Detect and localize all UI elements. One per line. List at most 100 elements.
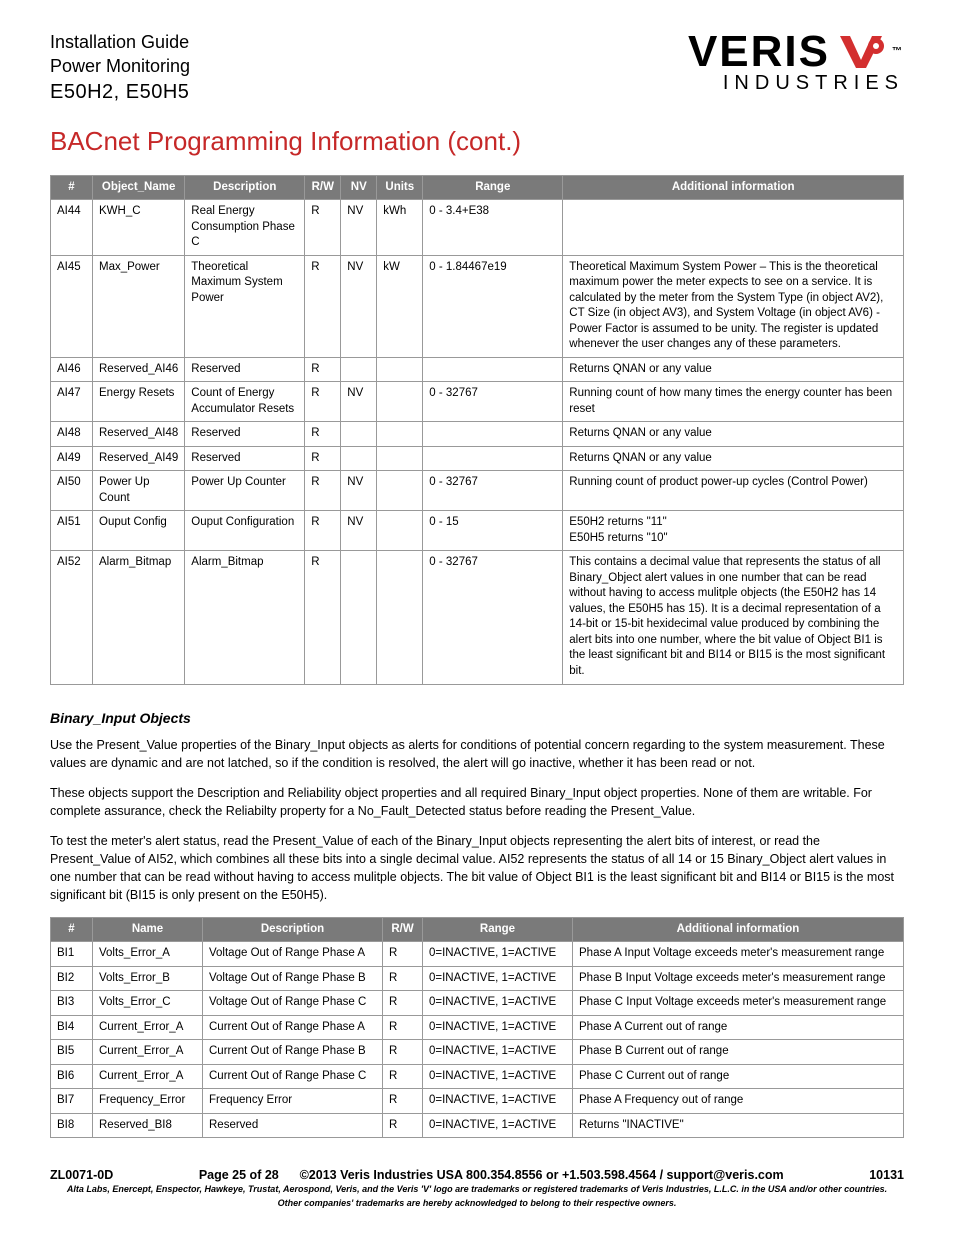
table-cell: R bbox=[383, 1064, 423, 1089]
table-row: BI5Current_Error_ACurrent Out of Range P… bbox=[51, 1040, 904, 1065]
th-rw: R/W bbox=[305, 175, 341, 200]
th-info: Additional information bbox=[573, 917, 904, 942]
table-cell: Reserved bbox=[185, 446, 305, 471]
table-cell: Current_Error_A bbox=[93, 1040, 203, 1065]
table-cell: 0=INACTIVE, 1=ACTIVE bbox=[423, 1040, 573, 1065]
table-cell bbox=[377, 446, 423, 471]
binary-p3: To test the meter's alert status, read t… bbox=[50, 832, 904, 905]
table-cell: R bbox=[305, 422, 341, 447]
table-cell: AI50 bbox=[51, 471, 93, 511]
table-cell: 0=INACTIVE, 1=ACTIVE bbox=[423, 991, 573, 1016]
th-info: Additional information bbox=[563, 175, 904, 200]
table-cell: Frequency_Error bbox=[93, 1089, 203, 1114]
table-cell: NV bbox=[341, 255, 377, 357]
table-cell: R bbox=[383, 1113, 423, 1138]
table-cell: Energy Resets bbox=[93, 382, 185, 422]
table-cell: Real Energy Consumption Phase C bbox=[185, 200, 305, 256]
table-cell: Frequency Error bbox=[203, 1089, 383, 1114]
th-name: Object_Name bbox=[93, 175, 185, 200]
table-cell: Alarm_Bitmap bbox=[185, 551, 305, 684]
footer-page: Page 25 of 28 bbox=[199, 1168, 279, 1182]
table-cell bbox=[341, 357, 377, 382]
footer-tm2: Other companies' trademarks are hereby a… bbox=[50, 1198, 904, 1210]
table-cell: Power Up Count bbox=[93, 471, 185, 511]
table-cell: Current_Error_A bbox=[93, 1064, 203, 1089]
table-cell: Phase C Current out of range bbox=[573, 1064, 904, 1089]
table-cell bbox=[423, 422, 563, 447]
table-cell: R bbox=[383, 1015, 423, 1040]
table-row: AI50Power Up CountPower Up CounterRNV0 -… bbox=[51, 471, 904, 511]
table-cell: Volts_Error_B bbox=[93, 966, 203, 991]
header-line1: Installation Guide bbox=[50, 30, 190, 54]
table-row: BI1Volts_Error_AVoltage Out of Range Pha… bbox=[51, 942, 904, 967]
table-cell: Count of Energy Accumulator Resets bbox=[185, 382, 305, 422]
table-cell: NV bbox=[341, 382, 377, 422]
th-rw: R/W bbox=[383, 917, 423, 942]
table-cell bbox=[423, 446, 563, 471]
table-row: AI46Reserved_AI46ReservedRReturns QNAN o… bbox=[51, 357, 904, 382]
table-cell bbox=[341, 422, 377, 447]
table-cell: Returns QNAN or any value bbox=[563, 357, 904, 382]
header-line2: Power Monitoring bbox=[50, 54, 190, 78]
table-cell bbox=[563, 200, 904, 256]
table-cell: BI5 bbox=[51, 1040, 93, 1065]
table-cell: Voltage Out of Range Phase B bbox=[203, 966, 383, 991]
table-cell: R bbox=[305, 255, 341, 357]
header-left: Installation Guide Power Monitoring E50H… bbox=[50, 30, 190, 106]
table-cell: R bbox=[305, 200, 341, 256]
table-row: AI52Alarm_BitmapAlarm_BitmapR0 - 32767Th… bbox=[51, 551, 904, 684]
table-cell: E50H2 returns "11" E50H5 returns "10" bbox=[563, 511, 904, 551]
table-cell bbox=[377, 551, 423, 684]
table-cell: Theoretical Maximum System Power bbox=[185, 255, 305, 357]
table-cell: AI47 bbox=[51, 382, 93, 422]
table-cell bbox=[377, 382, 423, 422]
binary-input-heading: Binary_Input Objects bbox=[50, 710, 904, 726]
table-cell: BI8 bbox=[51, 1113, 93, 1138]
table-cell: 0 - 1.84467e19 bbox=[423, 255, 563, 357]
footer-code: 10131 bbox=[869, 1168, 904, 1182]
table-cell: 0 - 15 bbox=[423, 511, 563, 551]
table-cell: R bbox=[383, 966, 423, 991]
table-cell: BI6 bbox=[51, 1064, 93, 1089]
table-cell: Reserved bbox=[185, 422, 305, 447]
table-row: AI45Max_PowerTheoretical Maximum System … bbox=[51, 255, 904, 357]
table-cell: BI7 bbox=[51, 1089, 93, 1114]
footer-line1: ZL0071-0D Page 25 of 28 ©2013 Veris Indu… bbox=[50, 1168, 904, 1182]
th-units: Units bbox=[377, 175, 423, 200]
table-cell: 0 - 32767 bbox=[423, 382, 563, 422]
table-cell: BI1 bbox=[51, 942, 93, 967]
table-cell: Phase A Frequency out of range bbox=[573, 1089, 904, 1114]
th-desc: Description bbox=[185, 175, 305, 200]
table-cell: Reserved bbox=[203, 1113, 383, 1138]
table-cell: BI4 bbox=[51, 1015, 93, 1040]
table-cell: 0=INACTIVE, 1=ACTIVE bbox=[423, 1015, 573, 1040]
logo-v-icon bbox=[838, 32, 888, 72]
table-cell: Reserved_BI8 bbox=[93, 1113, 203, 1138]
logo-text: VERIS bbox=[688, 30, 830, 74]
table-cell: Reserved_AI49 bbox=[93, 446, 185, 471]
table-cell: AI48 bbox=[51, 422, 93, 447]
table-cell bbox=[377, 357, 423, 382]
table-cell: Max_Power bbox=[93, 255, 185, 357]
table-cell: AI51 bbox=[51, 511, 93, 551]
table-row: BI6Current_Error_ACurrent Out of Range P… bbox=[51, 1064, 904, 1089]
table-cell: Current_Error_A bbox=[93, 1015, 203, 1040]
logo-bottom: INDUSTRIES bbox=[723, 72, 904, 95]
table-cell: Alarm_Bitmap bbox=[93, 551, 185, 684]
table-cell: R bbox=[383, 942, 423, 967]
binary-p2: These objects support the Description an… bbox=[50, 784, 904, 820]
table-cell: R bbox=[305, 551, 341, 684]
table-cell: This contains a decimal value that repre… bbox=[563, 551, 904, 684]
table-row: BI8Reserved_BI8ReservedR0=INACTIVE, 1=AC… bbox=[51, 1113, 904, 1138]
table-cell: 0=INACTIVE, 1=ACTIVE bbox=[423, 1113, 573, 1138]
table-cell: Phase B Current out of range bbox=[573, 1040, 904, 1065]
table-cell: Reserved_AI46 bbox=[93, 357, 185, 382]
th-range: Range bbox=[423, 917, 573, 942]
table-cell: BI2 bbox=[51, 966, 93, 991]
table-cell: NV bbox=[341, 200, 377, 256]
section-title: BACnet Programming Information (cont.) bbox=[50, 126, 904, 157]
table-cell bbox=[377, 422, 423, 447]
table-cell: KWH_C bbox=[93, 200, 185, 256]
header-model: E50H2, E50H5 bbox=[50, 79, 190, 106]
footer: ZL0071-0D Page 25 of 28 ©2013 Veris Indu… bbox=[50, 1168, 904, 1209]
